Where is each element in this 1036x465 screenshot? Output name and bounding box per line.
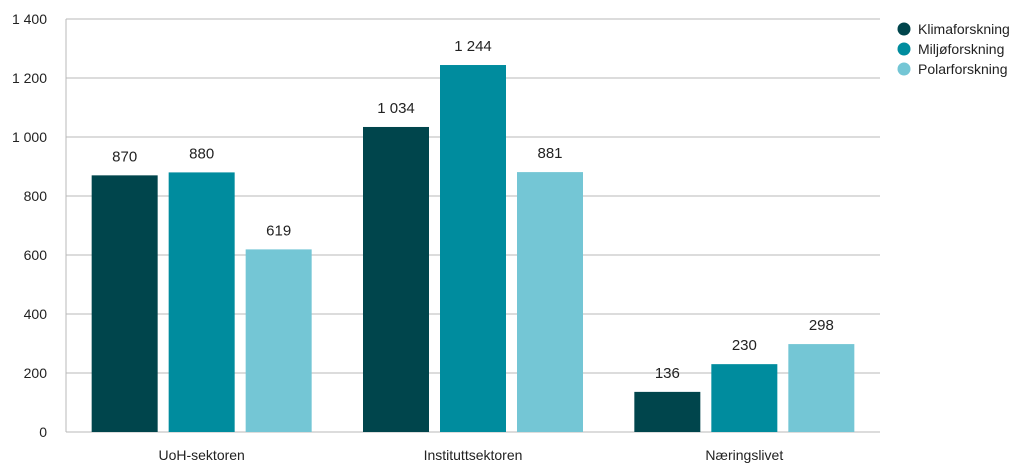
bar [517,172,583,433]
x-category-label: Næringslivet [705,447,783,463]
bar [168,172,235,432]
data-label: 880 [189,145,214,162]
x-category-label: UoH-sektoren [158,447,244,463]
y-tick-label: 0 [39,424,47,440]
y-tick-label: 400 [24,306,48,322]
data-label: 1 244 [454,38,492,55]
y-tick-label: 200 [24,365,48,381]
data-label: 881 [537,145,562,162]
legend-label: Polarforskning [918,61,1008,77]
y-tick-label: 600 [24,247,48,263]
legend-marker [897,42,911,56]
legend-label: Klimaforskning [918,21,1010,37]
bar [788,344,855,432]
bar [363,126,429,432]
y-axis: 0 200 400 600 800 1 000 1 200 1 400 [12,11,67,440]
bar [440,65,506,433]
legend-label: Miljøforskning [918,41,1004,57]
data-labels: 870 880 619 1 034 1 244 881 136 230 298 [112,38,834,382]
data-label: 1 034 [377,100,415,117]
y-tick-label: 1 200 [12,70,47,86]
bar [634,391,701,432]
bar [711,364,778,432]
y-tick-label: 1 000 [12,129,47,145]
legend: Klimaforskning Miljøforskning Polarforskni… [897,21,1010,77]
y-tick-label: 1 400 [12,11,47,27]
data-label: 298 [809,317,834,334]
bar [91,175,158,432]
bars [91,65,855,433]
legend-marker [897,62,911,76]
y-tick-label: 800 [24,188,48,204]
legend-marker [897,22,911,36]
x-axis: UoH-sektoren Instituttsektoren Næringslive… [158,447,783,463]
data-label: 870 [112,148,137,165]
data-label: 230 [732,337,757,354]
data-label: 619 [266,222,291,239]
bar [245,249,312,432]
x-category-label: Instituttsektoren [424,447,523,463]
data-label: 136 [655,365,680,382]
